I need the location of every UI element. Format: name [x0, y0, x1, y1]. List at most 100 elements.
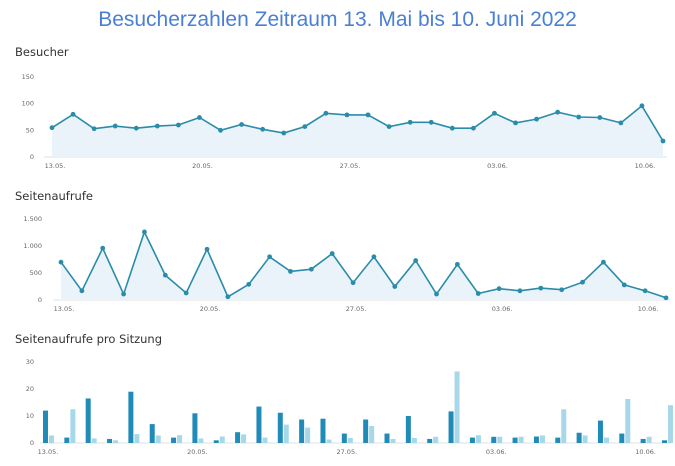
bar-dark: [107, 438, 113, 443]
x-tick-label: 20.05.: [200, 305, 221, 313]
chart-3: Seitenaufrufe pro Sitzung 0 10 20 30 13.05. 20…: [15, 332, 673, 456]
data-point: [475, 291, 481, 296]
data-point: [407, 119, 413, 125]
bar-light: [454, 371, 460, 443]
bar-dark: [277, 412, 283, 443]
series-line: [60, 229, 667, 299]
y-tick-label: 10: [26, 412, 34, 420]
data-point: [112, 123, 118, 129]
bar-light: [219, 436, 225, 443]
data-point: [639, 103, 645, 109]
x-tick-label: 27.05.: [340, 162, 361, 170]
bar-dark: [256, 406, 262, 443]
bar-dark: [427, 438, 433, 443]
bar-dark: [85, 398, 91, 443]
bar-light: [91, 438, 97, 443]
bar-light: [177, 435, 183, 443]
data-point: [100, 245, 106, 251]
data-point: [454, 261, 460, 267]
bar-dark: [640, 438, 646, 443]
data-point: [91, 126, 97, 132]
chart-title: Seitenaufrufe pro Sitzung: [15, 332, 162, 346]
bar-light: [433, 436, 439, 443]
bar-dark: [235, 432, 241, 443]
data-point: [534, 116, 539, 122]
bar-light: [668, 405, 673, 443]
y-tick-label: 150: [22, 73, 34, 81]
data-point: [260, 126, 266, 132]
data-point: [601, 259, 606, 265]
data-point: [239, 122, 245, 127]
data-point: [323, 110, 329, 116]
bar-light: [198, 438, 204, 443]
y-tick-label: 20: [26, 385, 34, 393]
bar-dark: [555, 437, 561, 443]
bar-light: [582, 435, 588, 443]
x-tick-label: 03.06.: [486, 448, 507, 456]
chart-1: Besucher 0 50 100 150 13.05. 20.05. 27.05. 03.06…: [15, 45, 667, 170]
bar-light: [539, 435, 545, 443]
data-point: [197, 115, 202, 120]
bar-dark: [512, 437, 518, 443]
data-point: [281, 130, 287, 136]
data-point: [555, 109, 561, 115]
bar-light: [411, 437, 417, 443]
x-tick-label: 10.06.: [635, 162, 656, 170]
bar-dark: [619, 433, 625, 443]
main-title: Besucherzahlen Zeitraum 13. Mai bis 10. …: [98, 8, 577, 31]
x-tick-label: 20.05.: [192, 162, 213, 170]
x-tick-label: 27.05.: [336, 448, 357, 456]
y-tick-label: 30: [26, 358, 34, 366]
y-tick-label: 1.500: [23, 215, 42, 223]
bar-dark: [43, 410, 48, 443]
data-point: [218, 127, 223, 133]
bar-light: [305, 427, 311, 443]
bar-dark: [662, 440, 667, 443]
y-tick-label: 0: [38, 296, 42, 304]
y-tick-label: 500: [30, 269, 42, 277]
bar-dark: [299, 419, 305, 443]
data-point: [302, 124, 308, 129]
data-point: [413, 258, 419, 263]
bar-light: [241, 434, 247, 443]
bar-dark: [533, 436, 539, 443]
bar-light: [134, 434, 140, 443]
bar-light: [326, 439, 332, 443]
x-tick-label: 13.05.: [54, 305, 75, 313]
data-point: [121, 291, 126, 297]
data-point: [79, 288, 85, 294]
x-tick-label: 03.06.: [487, 162, 508, 170]
data-point: [513, 120, 518, 126]
chart-title: Seitenaufrufe: [15, 189, 93, 203]
bar-dark: [320, 418, 326, 443]
bar-dark: [576, 432, 582, 443]
bar-light: [70, 409, 76, 443]
bar-dark: [597, 420, 603, 443]
bar-light: [262, 437, 268, 443]
bar-light: [646, 436, 652, 443]
data-point: [392, 284, 398, 289]
bar-dark: [469, 437, 475, 443]
data-point: [580, 279, 585, 285]
data-point: [246, 281, 252, 287]
data-point: [344, 112, 350, 118]
bar-dark: [149, 424, 155, 443]
bar-dark: [192, 413, 198, 443]
x-tick-label: 13.05.: [45, 162, 66, 170]
data-point: [576, 114, 582, 120]
x-tick-label: 13.05.: [38, 448, 59, 456]
data-point: [350, 280, 356, 286]
data-point: [618, 120, 624, 126]
y-tick-label: 100: [22, 100, 34, 108]
data-point: [133, 125, 139, 131]
bar-dark: [341, 433, 347, 443]
data-point: [538, 285, 544, 291]
chart-2: Seitenaufrufe 0 500 1.000 1.500 13.05. 20.05. 2…: [15, 189, 670, 313]
x-tick-label: 10.06.: [635, 448, 656, 456]
data-point: [621, 282, 627, 288]
series-area: [61, 232, 666, 300]
data-point: [492, 110, 497, 116]
data-point: [660, 138, 666, 144]
bar-light: [475, 435, 481, 443]
